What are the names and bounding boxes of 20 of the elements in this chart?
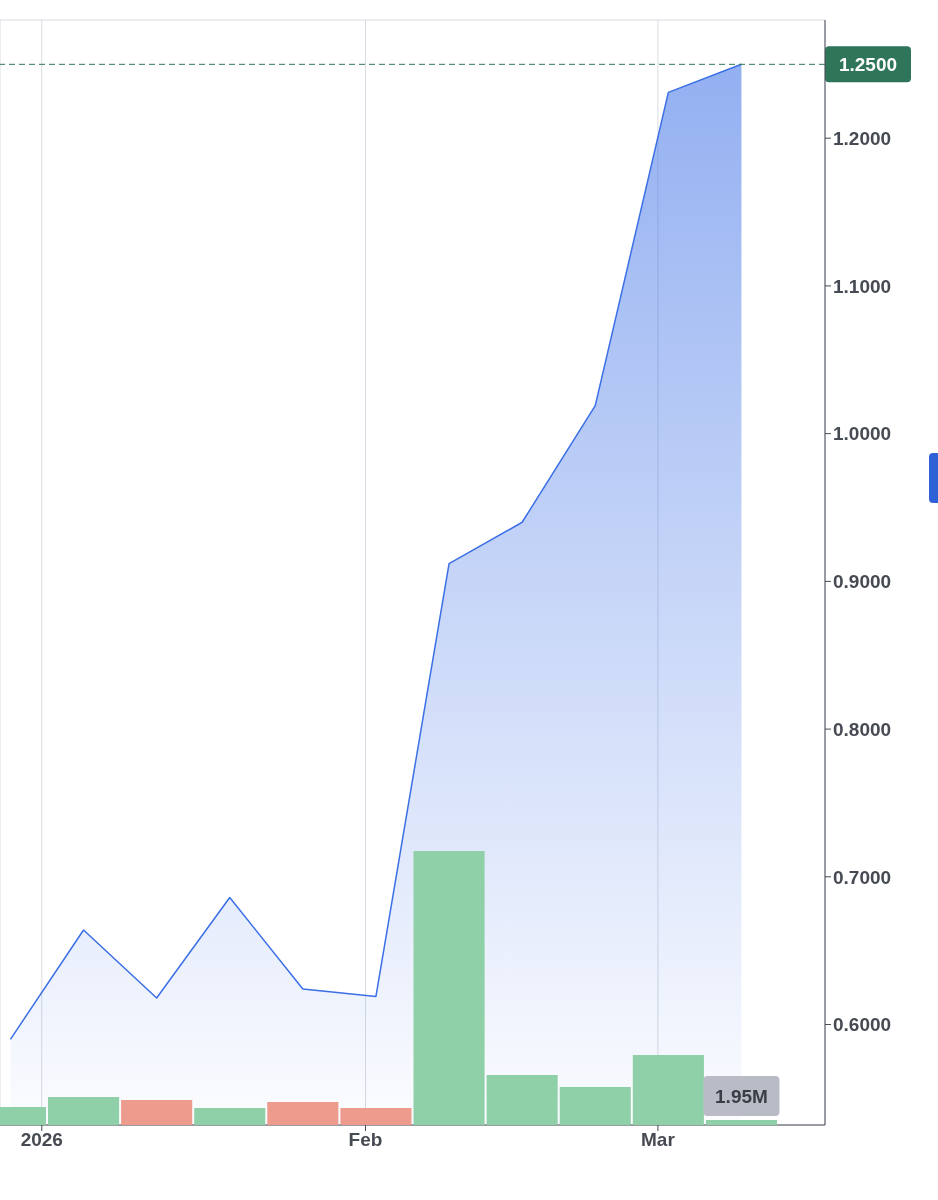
bar <box>267 1101 339 1125</box>
ref-line-label: 1.2500 <box>838 54 898 76</box>
x-tick-label: Feb <box>348 1129 383 1151</box>
bar <box>413 851 485 1125</box>
bar <box>121 1099 193 1125</box>
bar <box>559 1087 631 1125</box>
y-tick-label: 1.1000 <box>833 275 892 297</box>
bar <box>486 1075 558 1125</box>
y-tick-label: 1.0000 <box>833 423 892 445</box>
bar <box>340 1108 412 1125</box>
x-tick-label: Mar <box>641 1129 676 1151</box>
y-tick-label: 0.8000 <box>833 718 892 740</box>
bar <box>194 1108 266 1125</box>
y-tick-label: 0.7000 <box>833 866 892 888</box>
y-tick-label: 0.6000 <box>833 1014 892 1036</box>
y-tick-label: 1.2000 <box>833 127 892 149</box>
x-tick-label: 2026 <box>20 1129 63 1151</box>
data-label: 1.95M <box>715 1086 768 1108</box>
y-tick-label: 0.9000 <box>833 571 892 593</box>
bar <box>705 1120 778 1125</box>
